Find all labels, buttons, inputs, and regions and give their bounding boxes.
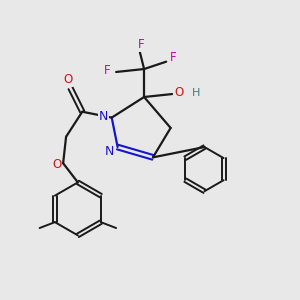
Text: H: H <box>192 88 200 98</box>
Text: O: O <box>175 86 184 99</box>
Text: F: F <box>138 38 145 51</box>
Text: F: F <box>170 51 177 64</box>
Text: O: O <box>64 74 73 86</box>
Text: F: F <box>104 64 111 77</box>
Text: N: N <box>99 110 108 123</box>
Text: N: N <box>105 145 114 158</box>
Text: O: O <box>52 158 61 171</box>
